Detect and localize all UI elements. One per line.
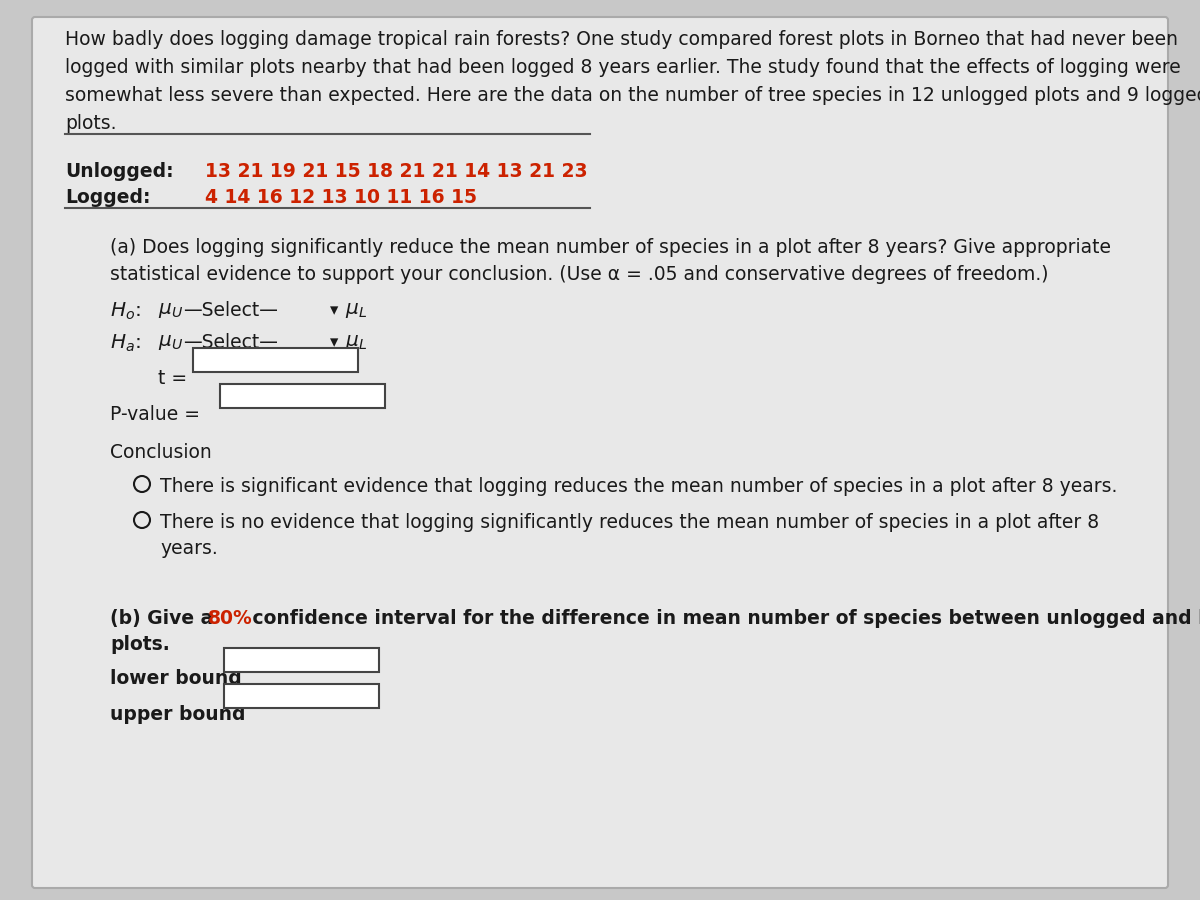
Bar [224, 684, 379, 708]
Text: 13 21 19 21 15 18 21 21 14 13 21 23: 13 21 19 21 15 18 21 21 14 13 21 23 [205, 162, 588, 181]
Text: How badly does logging damage tropical rain forests? One study compared forest p: How badly does logging damage tropical r… [65, 30, 1178, 49]
Text: Unlogged:: Unlogged: [65, 162, 174, 181]
Text: confidence interval for the difference in mean number of species between unlogge: confidence interval for the difference i… [246, 609, 1200, 628]
Text: There is no evidence that logging significantly reduces the mean number of speci: There is no evidence that logging signif… [160, 513, 1099, 532]
Text: 80%: 80% [208, 609, 253, 628]
Text: $H_a$:: $H_a$: [110, 333, 140, 355]
Text: plots.: plots. [110, 635, 169, 654]
Text: somewhat less severe than expected. Here are the data on the number of tree spec: somewhat less severe than expected. Here… [65, 86, 1200, 105]
FancyBboxPatch shape [32, 17, 1168, 888]
Text: 4 14 16 12 13 10 11 16 15: 4 14 16 12 13 10 11 16 15 [205, 188, 478, 207]
Text: $H_o$:: $H_o$: [110, 301, 140, 322]
Text: (a) Does logging significantly reduce the mean number of species in a plot after: (a) Does logging significantly reduce th… [110, 238, 1111, 257]
Text: $\mu_U$: $\mu_U$ [158, 333, 184, 352]
Bar [224, 648, 379, 672]
Text: —Select—: —Select— [182, 333, 278, 352]
Text: —Select—: —Select— [182, 301, 278, 320]
Text: $\mu_L$: $\mu_L$ [346, 333, 367, 352]
Text: t =: t = [158, 369, 187, 388]
Text: Logged:: Logged: [65, 188, 150, 207]
Bar [220, 384, 385, 408]
Text: P-value =: P-value = [110, 405, 200, 424]
Text: ▾: ▾ [330, 333, 338, 351]
Text: $\mu_L$: $\mu_L$ [346, 301, 367, 320]
Text: upper bound: upper bound [110, 705, 246, 724]
Text: There is significant evidence that logging reduces the mean number of species in: There is significant evidence that loggi… [160, 477, 1117, 496]
Text: Conclusion: Conclusion [110, 443, 211, 462]
Text: $\mu_U$: $\mu_U$ [158, 301, 184, 320]
Text: years.: years. [160, 539, 217, 558]
Text: logged with similar plots nearby that had been logged 8 years earlier. The study: logged with similar plots nearby that ha… [65, 58, 1181, 77]
Text: statistical evidence to support your conclusion. (Use α = .05 and conservative d: statistical evidence to support your con… [110, 265, 1049, 284]
Text: (b) Give a: (b) Give a [110, 609, 220, 628]
Text: lower bound: lower bound [110, 669, 241, 688]
Text: ▾: ▾ [330, 301, 338, 319]
Bar [193, 348, 358, 372]
Text: plots.: plots. [65, 114, 116, 133]
